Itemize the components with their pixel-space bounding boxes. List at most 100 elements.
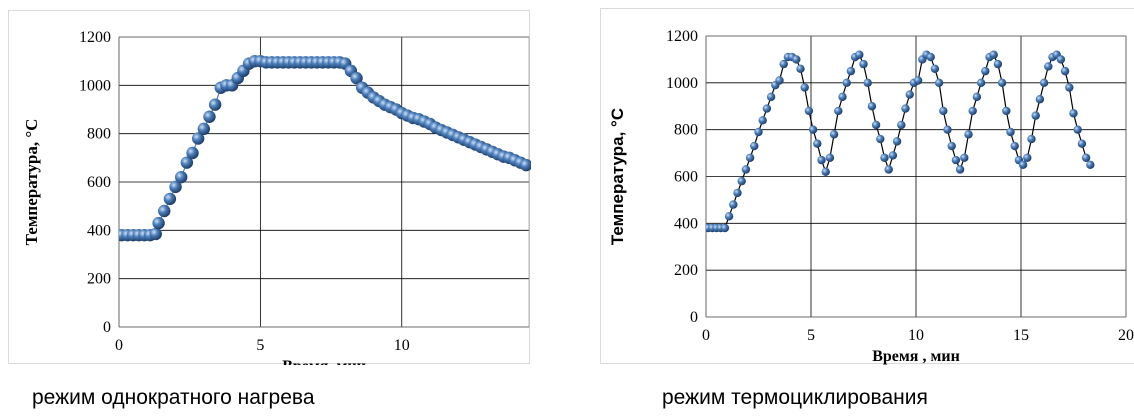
- data-point: [880, 153, 889, 162]
- data-point: [1027, 134, 1036, 144]
- y-tick-label: 1000: [79, 77, 111, 94]
- x-tick-label: 20: [1118, 327, 1134, 344]
- data-point: [960, 153, 969, 162]
- data-point: [208, 98, 222, 111]
- data-point: [939, 106, 948, 116]
- caption-single-heating: режим однократного нагрева: [32, 386, 315, 409]
- data-point: [968, 106, 977, 116]
- data-point: [821, 167, 830, 177]
- data-point: [779, 59, 788, 69]
- data-point: [901, 104, 910, 113]
- y-tick-label: 800: [674, 122, 698, 139]
- chart-single-heating: 0 200 400 600 800 1000 1200 0 5 10 Время, мин Темпе…: [22, 29, 531, 375]
- data-point: [1039, 78, 1049, 88]
- data-point: [775, 76, 784, 85]
- data-point: [800, 83, 809, 92]
- data-point: [964, 130, 973, 139]
- data-point: [758, 116, 767, 125]
- data-point: [863, 78, 872, 88]
- data-point: [855, 50, 864, 59]
- data-point: [1060, 66, 1070, 76]
- x-tick-label: 0: [702, 327, 710, 344]
- data-point: [163, 192, 177, 206]
- y-tick-label: 600: [674, 169, 698, 186]
- data-point: [1044, 62, 1053, 71]
- data-point: [741, 165, 751, 174]
- y-axis-label: Температура, °С: [608, 108, 627, 245]
- caption-thermocycling: режим термоциклирования: [662, 386, 928, 409]
- data-point: [724, 212, 734, 221]
- y-tick-label: 800: [87, 126, 111, 143]
- data-point: [1073, 125, 1082, 134]
- data-point: [1056, 55, 1066, 64]
- x-axis-label: Время, мин: [282, 358, 366, 365]
- data-point: [1031, 111, 1040, 120]
- data-point: [745, 153, 755, 162]
- data-point: [519, 158, 531, 172]
- data-point: [186, 146, 199, 160]
- data-point: [926, 52, 935, 62]
- plot-area: [118, 36, 530, 328]
- series-group: [706, 9, 1103, 233]
- y-axis-label: Температура, °С: [22, 119, 41, 246]
- data-point: [754, 127, 763, 137]
- x-tick-label: 5: [807, 327, 815, 344]
- data-point: [762, 104, 772, 113]
- x-tick-label: 10: [394, 337, 410, 354]
- data-point: [766, 92, 776, 102]
- data-point: [175, 170, 188, 184]
- data-point: [876, 134, 885, 144]
- data-point: [1065, 83, 1074, 92]
- data-point: [892, 137, 902, 146]
- data-point: [152, 216, 165, 230]
- data-point: [158, 204, 171, 218]
- data-point: [1077, 139, 1087, 148]
- data-point: [867, 102, 877, 111]
- data-point: [943, 125, 952, 134]
- y-tick-label: 200: [87, 271, 111, 288]
- data-point: [180, 156, 194, 169]
- y-tick-label: 0: [103, 319, 111, 336]
- data-point: [1090, 9, 1098, 13]
- data-point: [191, 132, 205, 145]
- data-point: [993, 59, 1003, 69]
- data-point: [720, 223, 730, 233]
- y-tick-label: 0: [690, 309, 698, 326]
- data-point: [1006, 127, 1015, 137]
- data-point: [951, 155, 961, 165]
- data-point: [1010, 141, 1019, 151]
- x-tick-label: 0: [115, 337, 123, 354]
- data-point: [825, 153, 835, 162]
- data-point: [169, 180, 182, 194]
- data-point: [197, 122, 211, 136]
- x-axis-label: Время , мин: [872, 348, 960, 365]
- data-point: [1095, 9, 1103, 13]
- data-point: [1002, 106, 1011, 116]
- data-point: [808, 125, 818, 134]
- data-point: [750, 141, 759, 151]
- chart-thermocycling: 0 200 400 600 800 1000 1200 0 5 10 15 20 Время , мин…: [608, 9, 1134, 365]
- data-point: [733, 188, 742, 198]
- data-point: [829, 130, 839, 139]
- data-point: [871, 120, 881, 130]
- data-point: [934, 78, 944, 88]
- y-tick-label: 1000: [666, 75, 698, 92]
- data-point: [989, 50, 998, 59]
- data-point: [838, 92, 847, 102]
- y-tick-label: 200: [674, 262, 698, 279]
- data-point: [930, 64, 940, 73]
- data-point: [997, 78, 1007, 88]
- x-tick-label: 10: [908, 327, 924, 344]
- data-point: [1035, 95, 1045, 104]
- data-point: [955, 165, 965, 174]
- x-tick-label: 15: [1013, 327, 1029, 344]
- y-tick-label: 400: [87, 222, 111, 239]
- data-point: [884, 165, 893, 174]
- y-tick-label: 1200: [79, 29, 111, 46]
- y-tick-label: 600: [87, 174, 111, 191]
- data-point: [796, 64, 805, 73]
- data-point: [1081, 153, 1091, 162]
- y-tick-label: 400: [674, 215, 698, 232]
- data-point: [888, 151, 898, 160]
- x-tick-label: 5: [256, 337, 264, 354]
